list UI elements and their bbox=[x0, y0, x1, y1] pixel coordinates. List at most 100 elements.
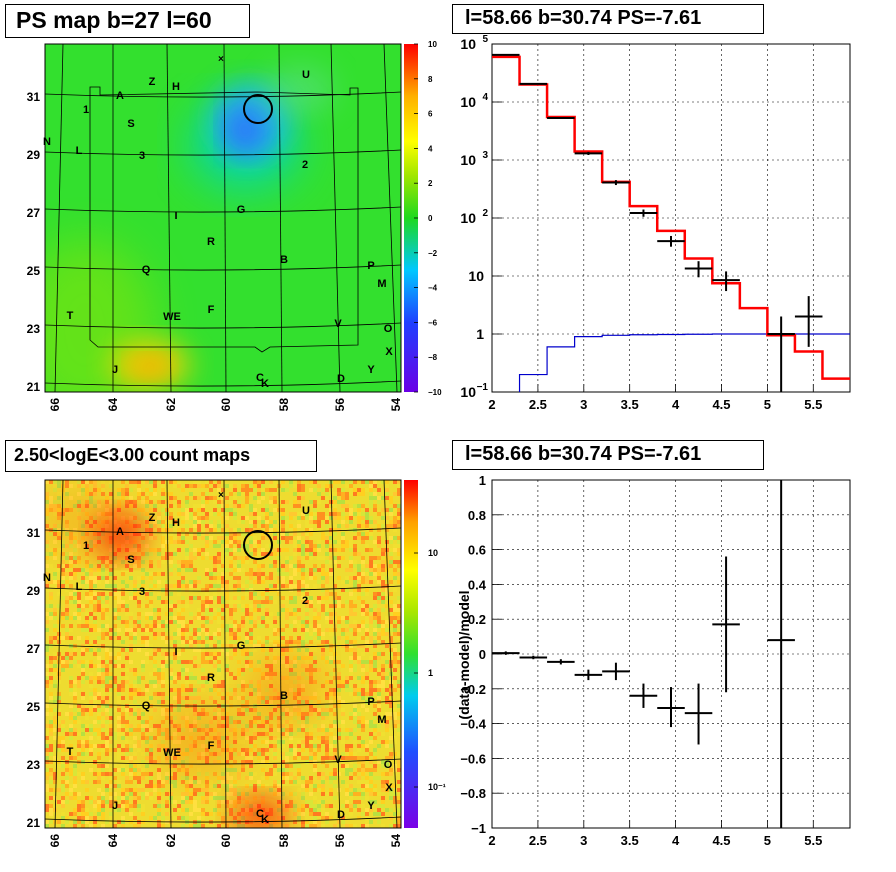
latitude-line bbox=[45, 264, 401, 271]
source-label: WE bbox=[163, 311, 181, 323]
count-map-pixel bbox=[69, 716, 73, 720]
count-map-pixel bbox=[361, 728, 365, 732]
count-map-pixel bbox=[289, 480, 293, 484]
count-map-pixel bbox=[225, 824, 229, 828]
count-map-pixel bbox=[221, 640, 225, 644]
count-map-pixel bbox=[365, 768, 369, 772]
count-map-pixel bbox=[185, 640, 189, 644]
map-x-tick-label: 58 bbox=[277, 398, 291, 412]
count-map-pixel bbox=[173, 708, 177, 712]
count-map-pixel bbox=[369, 688, 373, 692]
count-map-pixel bbox=[309, 784, 313, 788]
count-map-pixel bbox=[313, 804, 317, 808]
count-map-pixel bbox=[397, 760, 401, 764]
count-map-pixel bbox=[169, 524, 173, 528]
count-map-pixel bbox=[169, 772, 173, 776]
count-map-pixel bbox=[361, 536, 365, 540]
count-map-pixel bbox=[157, 764, 161, 768]
count-map-pixel bbox=[217, 656, 221, 660]
count-map-pixel bbox=[49, 752, 53, 756]
count-map-pixel bbox=[73, 808, 77, 812]
count-map-pixel bbox=[205, 788, 209, 792]
count-map-pixel bbox=[113, 608, 117, 612]
count-map-pixel bbox=[45, 776, 49, 780]
count-map-pixel bbox=[329, 744, 333, 748]
count-map-pixel bbox=[165, 776, 169, 780]
count-map-pixel bbox=[353, 592, 357, 596]
count-map-pixel bbox=[69, 768, 73, 772]
count-map-pixel bbox=[373, 556, 377, 560]
count-map-pixel bbox=[245, 632, 249, 636]
count-map-pixel bbox=[321, 696, 325, 700]
count-map-pixel bbox=[333, 496, 337, 500]
count-map-pixel bbox=[53, 576, 57, 580]
count-map-pixel bbox=[229, 564, 233, 568]
count-map-pixel bbox=[313, 632, 317, 636]
map-x-tick-label: 56 bbox=[333, 834, 347, 848]
count-map-pixel bbox=[81, 772, 85, 776]
count-map-pixel bbox=[177, 504, 181, 508]
count-map-pixel bbox=[297, 560, 301, 564]
count-map-pixel bbox=[221, 624, 225, 628]
count-map-pixel bbox=[49, 732, 53, 736]
count-map-pixel bbox=[105, 564, 109, 568]
count-map-pixel bbox=[381, 788, 385, 792]
count-map-pixel bbox=[317, 540, 321, 544]
count-map-pixel bbox=[85, 736, 89, 740]
count-map-pixel bbox=[393, 624, 397, 628]
count-map-pixel bbox=[325, 536, 329, 540]
longitude-line bbox=[278, 480, 283, 828]
count-map-pixel bbox=[325, 492, 329, 496]
count-map-pixel bbox=[257, 752, 261, 756]
count-map-pixel bbox=[373, 756, 377, 760]
count-map-pixel bbox=[229, 532, 233, 536]
count-map-pixel bbox=[325, 596, 329, 600]
count-map-pixel bbox=[313, 764, 317, 768]
count-map-pixel bbox=[45, 768, 49, 772]
count-map-pixel bbox=[125, 732, 129, 736]
count-map-pixel bbox=[349, 752, 353, 756]
count-map-pixel bbox=[165, 680, 169, 684]
count-map-pixel bbox=[277, 584, 281, 588]
count-map-pixel bbox=[297, 608, 301, 612]
count-map-pixel bbox=[397, 732, 401, 736]
count-map-pixel bbox=[237, 672, 241, 676]
count-map-pixel bbox=[381, 580, 385, 584]
count-map-pixel bbox=[241, 560, 245, 564]
count-map-pixel bbox=[225, 628, 229, 632]
count-map-pixel bbox=[353, 716, 357, 720]
count-map-pixel bbox=[213, 576, 217, 580]
count-map-pixel bbox=[349, 668, 353, 672]
count-map-pixel bbox=[81, 744, 85, 748]
count-map-pixel bbox=[369, 736, 373, 740]
count-map-pixel bbox=[349, 556, 353, 560]
count-map-pixel bbox=[237, 788, 241, 792]
count-map-pixel bbox=[353, 640, 357, 644]
count-map-pixel bbox=[185, 556, 189, 560]
count-map-pixel bbox=[325, 720, 329, 724]
count-map-pixel bbox=[65, 596, 69, 600]
count-map-pixel bbox=[65, 780, 69, 784]
count-map-pixel bbox=[221, 680, 225, 684]
count-map-pixel bbox=[177, 560, 181, 564]
count-map-pixel bbox=[181, 796, 185, 800]
count-map-pixel bbox=[321, 648, 325, 652]
count-map-pixel bbox=[393, 792, 397, 796]
count-map-pixel bbox=[313, 728, 317, 732]
count-map-pixel bbox=[349, 548, 353, 552]
residual-x-tick-label: 2.5 bbox=[529, 833, 547, 848]
count-map-pixel bbox=[369, 492, 373, 496]
map-x-tick-label: 56 bbox=[333, 398, 347, 412]
count-map-pixel bbox=[93, 576, 97, 580]
count-map-pixel bbox=[293, 512, 297, 516]
count-map-pixel bbox=[57, 568, 61, 572]
count-map-pixel bbox=[389, 796, 393, 800]
count-map-pixel bbox=[81, 724, 85, 728]
count-map-pixel bbox=[65, 764, 69, 768]
count-map-pixel bbox=[165, 664, 169, 668]
count-map-pixel bbox=[305, 612, 309, 616]
count-map-pixel bbox=[213, 688, 217, 692]
count-map-pixel bbox=[77, 608, 81, 612]
count-map-pixel bbox=[269, 564, 273, 568]
count-map-pixel bbox=[153, 536, 157, 540]
